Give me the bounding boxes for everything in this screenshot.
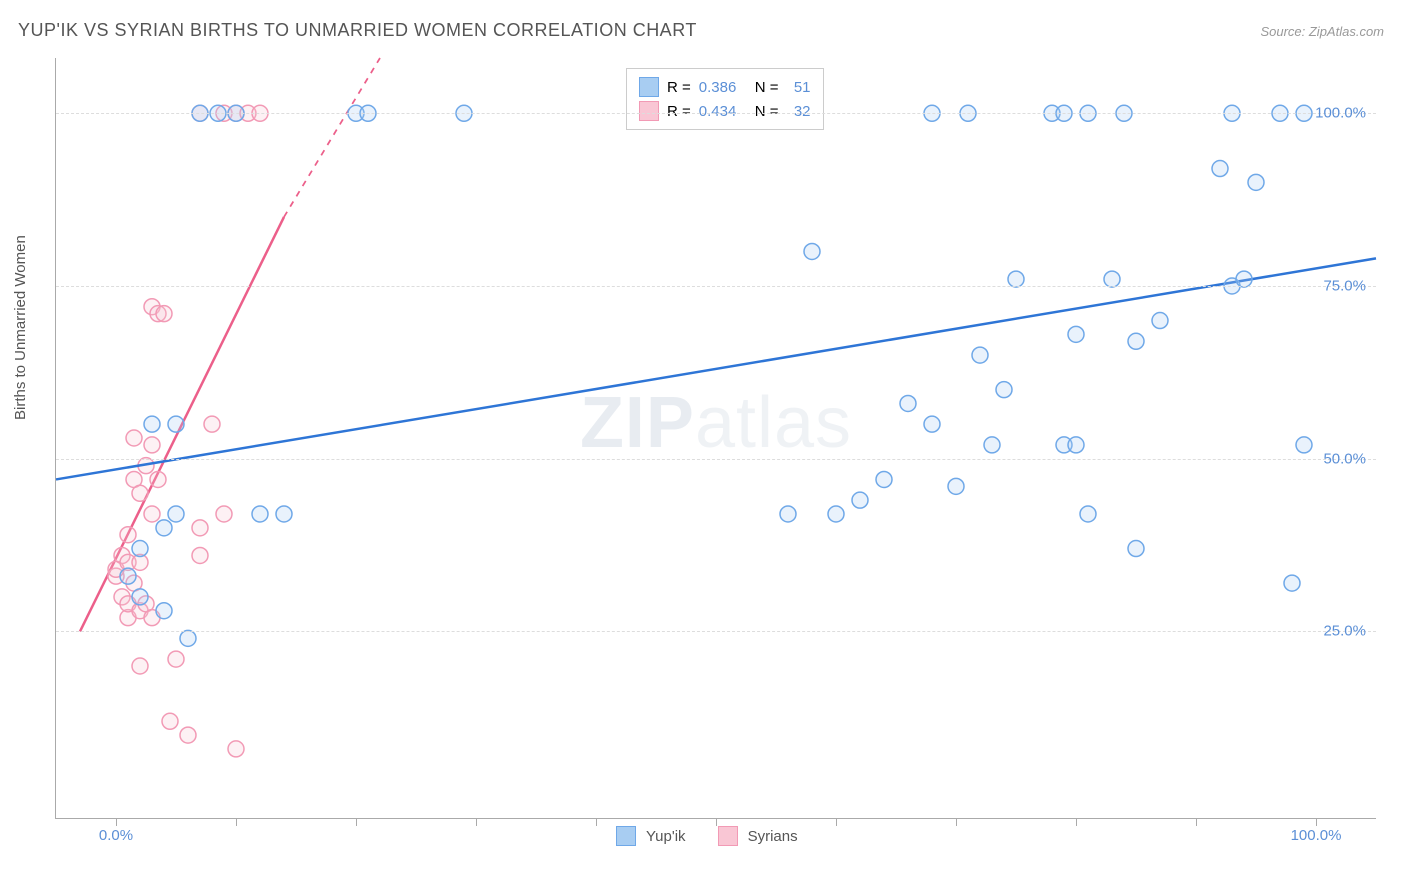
x-tick [596,818,597,826]
x-tick [1076,818,1077,826]
r-label: R = [667,103,691,120]
gridline [56,286,1376,287]
legend-label-syrians: Syrians [748,828,798,845]
r-value-syrians: 0.434 [699,103,747,120]
swatch-bottom-yupik [616,826,636,846]
x-tick [836,818,837,826]
n-label: N = [755,79,779,96]
x-tick [356,818,357,826]
correlation-legend: R = 0.386 N = 51 R = 0.434 N = 32 [626,68,824,130]
y-tick-label: 50.0% [1323,450,1366,467]
series-legend: Yup'ik Syrians [616,826,798,846]
x-tick [1196,818,1197,826]
source-label: Source: ZipAtlas.com [1260,24,1384,39]
x-tick [1316,818,1317,826]
x-tick [716,818,717,826]
y-tick-label: 75.0% [1323,278,1366,295]
r-value-yupik: 0.386 [699,79,747,96]
swatch-bottom-syrians [718,826,738,846]
x-tick-label: 0.0% [99,827,133,844]
legend-label-yupik: Yup'ik [646,828,686,845]
plot-area: ZIPatlas R = 0.386 N = 51 R = 0.434 N = … [55,58,1376,819]
n-value-syrians: 32 [787,103,811,120]
legend-row-yupik: R = 0.386 N = 51 [639,75,811,99]
chart-title: YUP'IK VS SYRIAN BIRTHS TO UNMARRIED WOM… [18,20,697,41]
scatter-svg [56,58,1376,818]
swatch-syrians [639,101,659,121]
y-tick-label: 100.0% [1315,105,1366,122]
gridline [56,113,1376,114]
n-label: N = [755,103,779,120]
n-value-yupik: 51 [787,79,811,96]
gridline [56,631,1376,632]
gridline [56,459,1376,460]
x-tick [116,818,117,826]
x-tick [476,818,477,826]
r-label: R = [667,79,691,96]
y-tick-label: 25.0% [1323,623,1366,640]
x-tick-label: 100.0% [1291,827,1342,844]
chart-container: YUP'IK VS SYRIAN BIRTHS TO UNMARRIED WOM… [0,0,1406,892]
x-tick [956,818,957,826]
y-axis-title: Births to Unmarried Women [12,235,29,420]
x-tick [236,818,237,826]
legend-row-syrians: R = 0.434 N = 32 [639,99,811,123]
swatch-yupik [639,77,659,97]
